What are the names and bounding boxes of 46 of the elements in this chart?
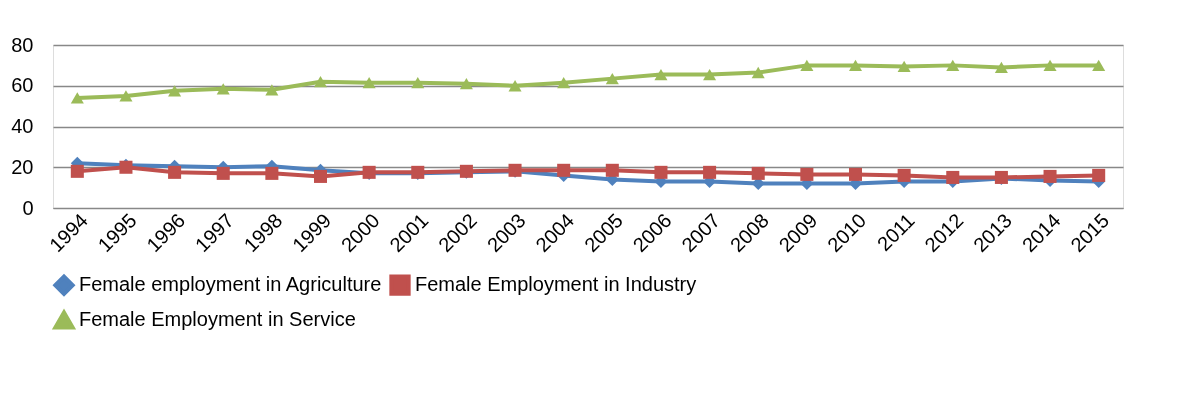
legend-label: Female Employment in Industry xyxy=(415,273,697,296)
legend-label: Female employment in Agriculture xyxy=(79,273,382,296)
legend-label: Female Employment in Service xyxy=(79,308,356,330)
point xyxy=(168,165,182,179)
point xyxy=(897,168,911,182)
point xyxy=(751,166,765,180)
point xyxy=(946,170,960,184)
y-tick-label: 0 xyxy=(22,196,34,219)
point xyxy=(70,92,84,104)
point xyxy=(168,85,182,97)
point xyxy=(703,165,717,179)
point xyxy=(800,59,814,72)
point xyxy=(1043,169,1057,183)
point xyxy=(362,77,376,89)
point xyxy=(897,60,911,73)
point xyxy=(751,66,765,79)
point xyxy=(1043,59,1057,72)
point xyxy=(313,76,328,88)
point xyxy=(508,80,522,92)
point xyxy=(605,72,619,85)
point xyxy=(313,169,328,183)
y-tick-label: 40 xyxy=(11,115,34,137)
point xyxy=(119,90,133,102)
point xyxy=(459,78,473,90)
point xyxy=(605,163,619,177)
y-tick-label: 60 xyxy=(11,74,34,97)
point xyxy=(557,163,571,177)
point xyxy=(216,83,230,95)
y-tick-label: 20 xyxy=(11,155,34,178)
point xyxy=(848,59,863,72)
point xyxy=(557,77,571,89)
point xyxy=(800,167,814,181)
point xyxy=(70,164,84,178)
point xyxy=(1092,59,1106,72)
point xyxy=(946,59,960,72)
point xyxy=(848,167,863,181)
point xyxy=(994,61,1008,74)
point xyxy=(703,68,717,81)
point xyxy=(654,165,668,179)
y-tick-label: 80 xyxy=(11,33,34,56)
point xyxy=(654,68,668,81)
point xyxy=(1092,168,1106,182)
point xyxy=(265,166,279,180)
point xyxy=(216,166,230,180)
point xyxy=(265,84,279,96)
point xyxy=(411,77,425,89)
